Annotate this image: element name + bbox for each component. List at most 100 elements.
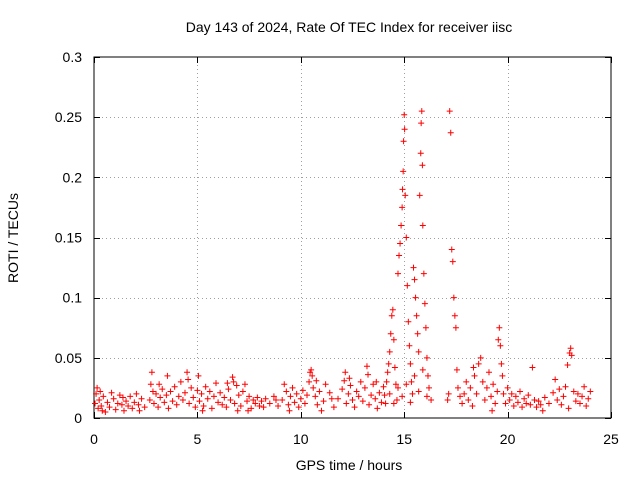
chart-title: Day 143 of 2024, Rate Of TEC Index for r…	[186, 19, 513, 35]
data-point	[98, 402, 105, 409]
data-point	[378, 399, 385, 406]
data-point	[419, 366, 426, 373]
data-point	[95, 405, 102, 412]
data-point	[545, 400, 552, 407]
data-point	[519, 404, 526, 411]
data-point	[135, 401, 142, 408]
data-point	[169, 398, 176, 405]
data-point	[376, 389, 383, 396]
data-point	[581, 383, 588, 390]
data-point	[349, 396, 356, 403]
data-point	[554, 396, 561, 403]
data-point	[244, 398, 251, 405]
data-point	[488, 393, 495, 400]
data-point	[461, 390, 468, 397]
data-point	[391, 364, 398, 371]
data-point	[398, 222, 405, 229]
y-tick-label: 0	[74, 410, 82, 426]
data-point	[421, 300, 428, 307]
data-point	[309, 372, 316, 379]
data-point	[342, 369, 349, 376]
data-point	[457, 393, 464, 400]
y-axis-title: ROTI / TECUs	[5, 193, 21, 283]
data-point	[148, 369, 155, 376]
data-point	[423, 354, 430, 361]
data-point	[254, 394, 261, 401]
data-point	[227, 396, 234, 403]
data-point	[386, 390, 393, 397]
data-point	[347, 382, 354, 389]
x-tick-label: 20	[500, 431, 516, 447]
data-point	[246, 393, 253, 400]
data-point	[381, 392, 388, 399]
data-point	[286, 407, 293, 414]
data-point	[422, 324, 429, 331]
data-point	[355, 393, 362, 400]
data-point	[552, 376, 559, 383]
data-point	[467, 384, 474, 391]
data-point	[93, 390, 100, 397]
data-point	[279, 396, 286, 403]
data-point	[223, 404, 230, 411]
data-point	[401, 111, 408, 118]
data-point	[299, 387, 306, 394]
data-point	[133, 390, 140, 397]
data-point	[159, 386, 166, 393]
x-tick-labels: 0 5 10 15 20 25	[90, 431, 619, 447]
data-point	[527, 401, 534, 408]
data-point	[492, 400, 499, 407]
data-point	[514, 399, 521, 406]
data-point	[173, 401, 180, 408]
data-point	[541, 394, 548, 401]
data-point	[241, 381, 248, 388]
data-point	[402, 192, 409, 199]
data-point	[141, 404, 148, 411]
data-point	[196, 398, 203, 405]
data-point	[312, 393, 319, 400]
data-point	[266, 400, 273, 407]
data-point	[171, 383, 178, 390]
data-point	[426, 384, 433, 391]
data-point	[423, 393, 430, 400]
data-point	[558, 401, 565, 408]
data-point	[237, 402, 244, 409]
data-point	[410, 264, 417, 271]
data-point	[199, 407, 206, 414]
data-point	[424, 372, 431, 379]
data-point	[420, 270, 427, 277]
data-point	[445, 390, 452, 397]
data-point	[146, 396, 153, 403]
data-point	[399, 186, 406, 193]
data-point	[403, 381, 410, 388]
data-point	[156, 381, 163, 388]
x-tick-label: 25	[603, 431, 619, 447]
data-point	[444, 396, 451, 403]
data-point	[287, 393, 294, 400]
data-point	[198, 390, 205, 397]
data-point	[359, 398, 366, 405]
data-point	[494, 388, 501, 395]
data-point	[366, 401, 373, 408]
data-point	[411, 276, 418, 283]
data-point	[560, 393, 567, 400]
data-point	[382, 400, 389, 407]
data-point	[272, 396, 279, 403]
data-point	[583, 402, 590, 409]
data-point	[393, 396, 400, 403]
data-point	[384, 369, 391, 376]
data-point	[270, 393, 277, 400]
data-point	[164, 372, 171, 379]
data-point	[316, 388, 323, 395]
data-point	[386, 348, 393, 355]
data-point	[389, 306, 396, 313]
data-point	[138, 395, 145, 402]
data-point	[99, 407, 106, 414]
data-point	[357, 378, 364, 385]
data-point	[572, 398, 579, 405]
data-point	[502, 400, 509, 407]
data-point	[345, 390, 352, 397]
data-point	[188, 384, 195, 391]
data-point	[565, 405, 572, 412]
data-point	[490, 381, 497, 388]
data-point	[94, 384, 101, 391]
